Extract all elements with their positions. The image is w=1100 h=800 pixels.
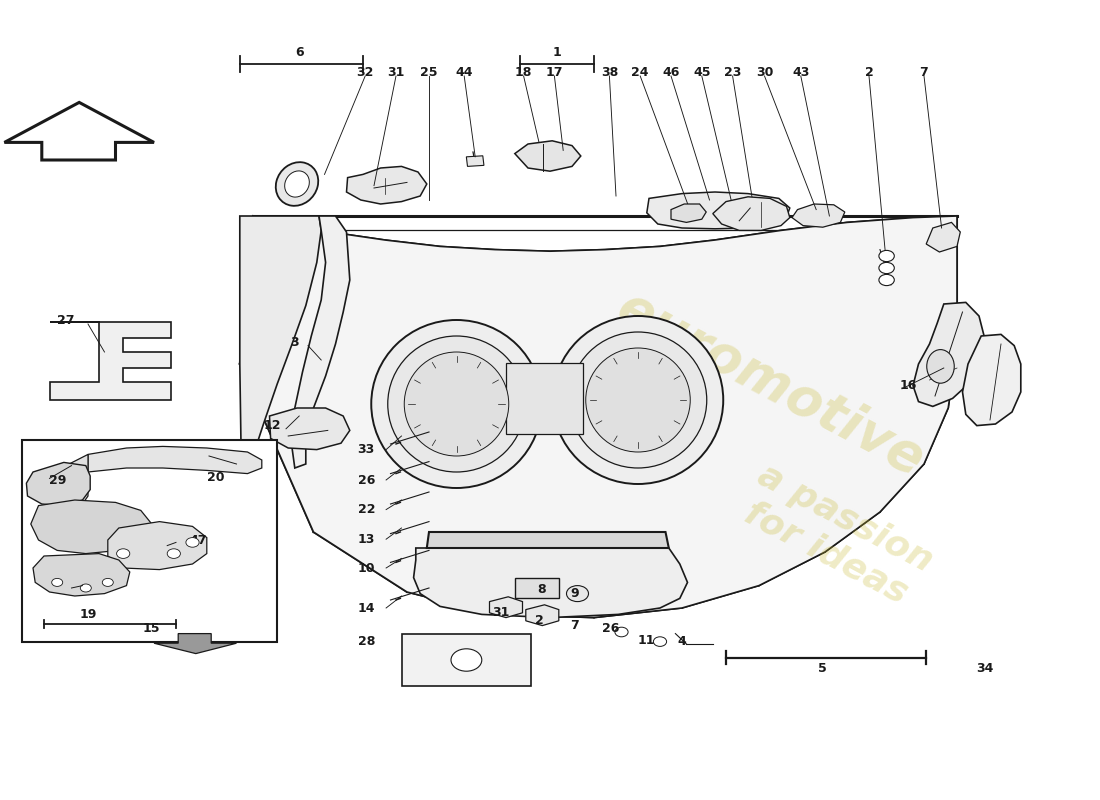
Text: 13: 13 [358, 533, 375, 546]
Text: 24: 24 [631, 66, 649, 78]
Text: 9: 9 [570, 587, 579, 600]
Circle shape [879, 250, 894, 262]
Text: 28: 28 [358, 635, 375, 648]
Text: 2: 2 [865, 66, 873, 78]
Text: 11: 11 [638, 634, 656, 646]
Text: 7: 7 [920, 66, 928, 78]
Circle shape [653, 637, 667, 646]
Circle shape [102, 578, 113, 586]
Text: 18: 18 [515, 66, 532, 78]
Text: 7: 7 [570, 619, 579, 632]
Polygon shape [154, 634, 236, 654]
Text: 1: 1 [552, 46, 561, 58]
Text: 26: 26 [358, 474, 375, 486]
Text: 17: 17 [546, 66, 563, 78]
Text: 32: 32 [356, 66, 374, 78]
Text: 43: 43 [792, 66, 810, 78]
Text: 3: 3 [290, 336, 299, 349]
Circle shape [879, 262, 894, 274]
Circle shape [52, 578, 63, 586]
Ellipse shape [372, 320, 541, 488]
Polygon shape [490, 597, 522, 618]
Circle shape [451, 649, 482, 671]
Bar [506, 363, 583, 434]
Text: 14: 14 [358, 602, 375, 614]
Text: 46: 46 [662, 66, 680, 78]
Text: 33: 33 [358, 443, 375, 456]
Text: 6: 6 [295, 46, 304, 58]
Polygon shape [240, 216, 321, 512]
Circle shape [167, 549, 180, 558]
Text: 31: 31 [387, 66, 405, 78]
Text: 20: 20 [207, 471, 224, 484]
Text: 16: 16 [900, 379, 917, 392]
Bar [466, 156, 484, 166]
Text: 8: 8 [537, 583, 546, 596]
Text: 26: 26 [602, 622, 619, 634]
Ellipse shape [387, 336, 526, 472]
Circle shape [566, 586, 588, 602]
Text: 19: 19 [79, 608, 97, 621]
Text: 23: 23 [724, 66, 741, 78]
Polygon shape [48, 454, 88, 516]
Text: euromotive: euromotive [607, 281, 933, 487]
Text: 10: 10 [358, 562, 375, 574]
Ellipse shape [585, 348, 691, 452]
Text: 12: 12 [264, 419, 282, 432]
Polygon shape [713, 197, 790, 230]
Circle shape [879, 274, 894, 286]
Bar [402, 634, 531, 686]
Polygon shape [526, 605, 559, 626]
Text: 44: 44 [455, 66, 473, 78]
Polygon shape [33, 554, 130, 596]
Text: 15: 15 [143, 622, 161, 635]
Text: 31: 31 [492, 606, 509, 618]
FancyBboxPatch shape [22, 440, 277, 642]
Ellipse shape [276, 162, 318, 206]
Text: 2: 2 [535, 614, 543, 626]
Polygon shape [240, 216, 957, 618]
Polygon shape [26, 462, 90, 506]
Text: 22: 22 [358, 503, 375, 516]
Polygon shape [270, 408, 350, 450]
Text: 38: 38 [601, 66, 618, 78]
Text: 27: 27 [57, 314, 75, 326]
Polygon shape [515, 141, 581, 171]
Circle shape [186, 538, 199, 547]
Circle shape [615, 627, 628, 637]
Ellipse shape [405, 352, 508, 456]
Polygon shape [414, 548, 688, 618]
Polygon shape [671, 204, 706, 222]
Text: 29: 29 [48, 474, 66, 486]
Ellipse shape [570, 332, 706, 468]
Polygon shape [4, 102, 154, 160]
Ellipse shape [552, 316, 724, 484]
Bar [515, 578, 559, 598]
Text: 45: 45 [693, 66, 711, 78]
Polygon shape [792, 204, 845, 227]
Polygon shape [962, 334, 1021, 426]
Text: 34: 34 [976, 662, 993, 674]
Polygon shape [926, 222, 960, 252]
Text: a passion
for ideas: a passion for ideas [734, 458, 938, 614]
Polygon shape [31, 500, 152, 554]
Polygon shape [108, 522, 207, 570]
Polygon shape [913, 302, 984, 406]
Text: 5: 5 [818, 662, 827, 674]
Polygon shape [88, 446, 262, 474]
Text: 47: 47 [189, 534, 207, 546]
Text: 30: 30 [756, 66, 773, 78]
Polygon shape [647, 192, 790, 229]
Circle shape [117, 549, 130, 558]
Ellipse shape [285, 171, 309, 197]
Ellipse shape [926, 350, 955, 383]
Polygon shape [346, 166, 427, 204]
Circle shape [80, 584, 91, 592]
Text: 4: 4 [678, 635, 686, 648]
Polygon shape [292, 216, 350, 468]
Text: 25: 25 [420, 66, 438, 78]
Polygon shape [427, 532, 669, 548]
Polygon shape [50, 322, 170, 400]
